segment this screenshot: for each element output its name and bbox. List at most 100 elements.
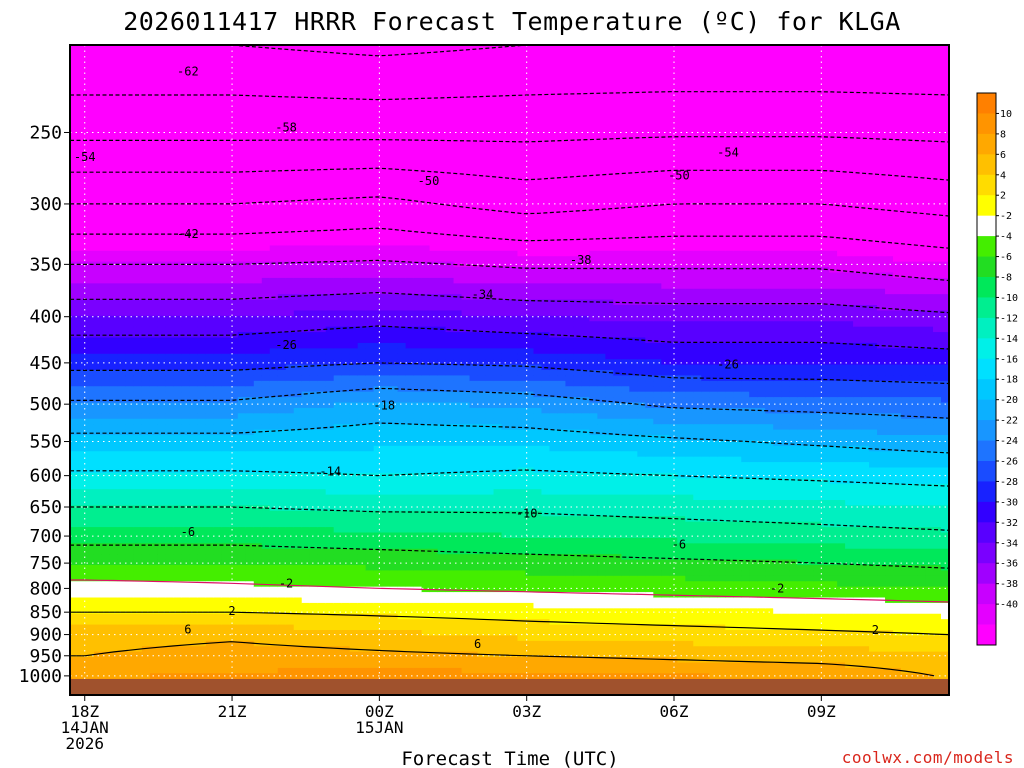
temperature-cell [357,277,367,284]
temperature-cell [181,115,191,122]
temperature-cell [141,272,151,279]
temperature-cell [253,256,263,263]
temperature-cell [309,548,319,555]
temperature-cell [165,164,175,171]
temperature-cell [205,413,215,420]
temperature-cell [205,180,215,187]
temperature-cell [317,175,327,182]
temperature-cell [205,126,215,133]
temperature-cell [85,93,95,100]
temperature-cell [133,575,143,582]
temperature-cell [213,554,223,561]
temperature-cell [349,202,359,209]
temperature-cell [333,537,343,544]
temperature-cell [349,88,359,95]
temperature-cell [309,646,319,653]
temperature-cell [197,93,207,100]
temperature-cell [125,662,135,669]
temperature-cell [213,532,223,539]
temperature-cell [301,99,311,106]
temperature-cell [189,348,199,355]
temperature-cell [101,624,111,631]
temperature-cell [213,380,223,387]
temperature-cell [373,451,383,458]
temperature-cell [165,646,175,653]
temperature-cell [245,277,255,284]
temperature-cell [117,288,127,295]
temperature-cell [245,375,255,382]
temperature-cell [70,277,79,284]
temperature-cell [381,196,391,203]
temperature-cell [293,245,303,252]
temperature-cell [341,640,351,647]
temperature-cell [205,586,215,593]
temperature-cell [197,402,207,409]
temperature-cell [253,527,263,534]
temperature-cell [109,435,119,442]
temperature-cell [101,223,111,230]
temperature-cell [181,245,191,252]
temperature-cell [189,451,199,458]
temperature-cell [205,277,215,284]
temperature-cell [173,218,183,225]
temperature-cell [85,608,95,615]
temperature-cell [293,88,303,95]
temperature-cell [341,272,351,279]
temperature-cell [149,505,159,512]
temperature-cell [117,380,127,387]
temperature-cell [101,429,111,436]
temperature-cell [277,581,287,588]
temperature-cell [325,353,335,360]
temperature-cell [293,646,303,653]
temperature-cell [77,413,87,420]
temperature-cell [269,483,279,490]
temperature-cell [189,66,199,73]
temperature-cell [85,640,95,647]
temperature-cell [85,597,95,604]
temperature-cell [365,332,375,339]
temperature-cell [349,142,359,149]
temperature-cell [245,234,255,241]
temperature-cell [157,375,167,382]
temperature-cell [133,223,143,230]
temperature-cell [237,527,247,534]
temperature-cell [237,50,247,57]
temperature-cell [357,467,367,474]
temperature-cell [93,126,103,133]
temperature-cell [341,240,351,247]
temperature-cell [117,657,127,664]
temperature-cell [349,407,359,414]
temperature-cell [365,646,375,653]
temperature-cell [237,212,247,219]
temperature-cell [341,250,351,257]
temperature-cell [269,375,279,382]
temperature-cell [205,602,215,609]
temperature-cell [93,218,103,225]
temperature-cell [325,570,335,577]
temperature-cell [381,169,391,176]
temperature-cell [333,489,343,496]
temperature-cell [141,646,151,653]
temperature-cell [269,440,279,447]
temperature-cell [133,462,143,469]
temperature-cell [325,543,335,550]
temperature-cell [309,310,319,317]
temperature-cell [189,407,199,414]
temperature-cell [205,662,215,669]
temperature-cell [333,500,343,507]
temperature-cell [381,175,391,182]
temperature-cell [325,565,335,572]
temperature-cell [221,537,231,544]
temperature-cell [125,386,135,393]
temperature-cell [189,185,199,192]
temperature-cell [197,315,207,322]
temperature-cell [365,305,375,312]
temperature-cell [389,640,399,647]
temperature-cell [381,494,391,501]
temperature-cell [133,131,143,138]
temperature-cell [181,532,191,539]
temperature-cell [93,294,103,301]
temperature-cell [197,380,207,387]
temperature-cell [341,126,351,133]
temperature-cell [93,153,103,160]
